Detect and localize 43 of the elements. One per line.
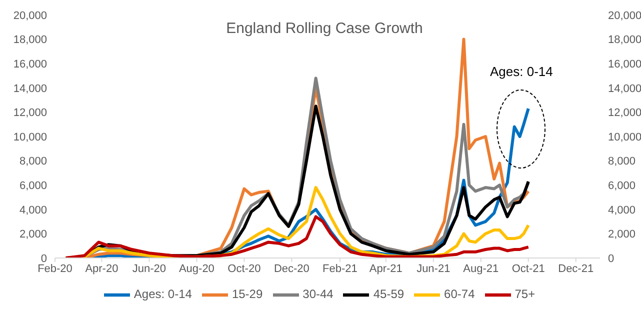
y2-tick-label: 16,000 <box>608 58 641 71</box>
y-tick-label: 0 <box>40 252 47 265</box>
y2-tick-label: 10,000 <box>608 131 641 144</box>
y-tick-label: 18,000 <box>13 34 47 46</box>
chart-title: England Rolling Case Growth <box>226 20 423 37</box>
y2-tick-label: 4,000 <box>608 204 636 216</box>
x-tick-label: Feb-21 <box>322 262 358 275</box>
y-tick-label: 14,000 <box>13 82 47 95</box>
x-tick-label: Jun-21 <box>416 262 450 275</box>
y2-tick-label: 8,000 <box>608 156 636 168</box>
y-tick-label: 8,000 <box>19 156 47 168</box>
y-tick-label: 2,000 <box>19 228 47 241</box>
legend-label: 30-44 <box>302 287 334 302</box>
legend-label: 75+ <box>514 287 536 302</box>
y2-tick-label: 18,000 <box>608 34 641 46</box>
x-tick-label: Feb-20 <box>38 262 72 275</box>
y-tick-label: 10,000 <box>13 131 47 144</box>
y-tick-label: 4,000 <box>19 204 47 216</box>
x-tick-label: Aug-21 <box>463 262 499 275</box>
x-tick-label: Apr-20 <box>85 262 118 275</box>
y-tick-label: 12,000 <box>13 107 47 120</box>
y-tick-label: 16,000 <box>13 58 47 71</box>
legend-label: 60-74 <box>444 287 475 302</box>
y-tick-label: 20,000 <box>13 10 47 22</box>
x-tick-label: Dec-20 <box>274 262 310 275</box>
x-tick-label: Apr-21 <box>369 262 402 275</box>
y2-tick-label: 12,000 <box>608 107 641 120</box>
x-tick-label: Oct-20 <box>228 262 261 275</box>
x-tick-label: Aug-20 <box>178 262 214 275</box>
y-tick-label: 6,000 <box>19 180 47 192</box>
y2-tick-label: 0 <box>608 252 614 265</box>
y2-tick-label: 6,000 <box>608 180 636 192</box>
line-series <box>64 215 530 258</box>
legend-label: Ages: 0-14 <box>134 287 192 302</box>
x-tick-label: Dec-21 <box>558 262 594 275</box>
legend-label: 15-29 <box>232 287 263 302</box>
y2-tick-label: 2,000 <box>608 228 636 241</box>
y2-tick-label: 14,000 <box>608 82 641 95</box>
x-tick-label: Jun-20 <box>132 262 166 275</box>
annotation: Ages: 0-14 <box>490 64 553 79</box>
y2-tick-label: 20,000 <box>608 10 641 22</box>
x-tick-label: Oct-21 <box>512 262 545 275</box>
legend-label: 45-59 <box>373 287 404 302</box>
